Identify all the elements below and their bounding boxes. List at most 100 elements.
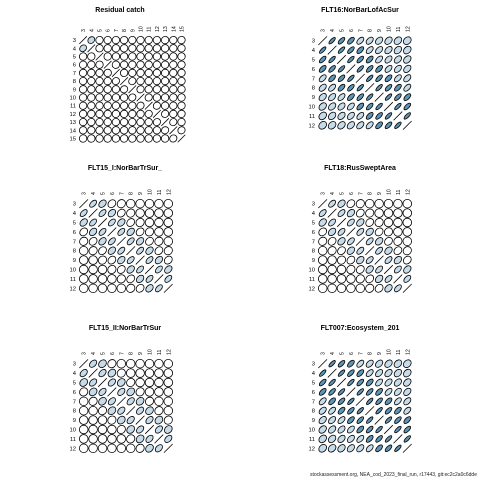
correlation-ellipse [154, 198, 164, 209]
row-label: 7 [312, 399, 315, 405]
diagonal-mark [383, 101, 394, 112]
correlation-ellipse [375, 46, 384, 55]
correlation-ellipse [337, 46, 346, 54]
correlation-ellipse [394, 406, 402, 415]
col-label: 9 [377, 352, 383, 355]
correlation-ellipse [97, 415, 108, 425]
correlation-ellipse [347, 83, 355, 92]
diagonal-mark [346, 387, 356, 397]
correlation-ellipse [128, 60, 137, 69]
panel-title: FLT15_I:NorBarTrSur_ [88, 165, 162, 172]
correlation-ellipse [364, 198, 375, 209]
correlation-ellipse [154, 396, 164, 407]
correlation-ellipse [328, 55, 336, 64]
footer-text: stockassessment.org, NEA_cod_2023_final_… [309, 472, 477, 478]
diagonal-mark [393, 274, 403, 284]
correlation-ellipse [152, 60, 162, 69]
col-label: 7 [119, 352, 125, 355]
correlation-ellipse [177, 35, 186, 45]
correlation-ellipse [346, 111, 355, 120]
col-label: 9 [138, 352, 144, 355]
correlation-ellipse [393, 217, 403, 228]
diagonal-mark [327, 45, 337, 55]
correlation-ellipse [135, 198, 145, 209]
correlation-ellipse [88, 227, 98, 237]
correlation-ellipse [88, 415, 98, 425]
correlation-ellipse [107, 406, 117, 415]
correlation-ellipse [374, 208, 384, 218]
diagonal-mark [383, 424, 394, 435]
correlation-ellipse [366, 93, 374, 101]
correlation-ellipse [136, 425, 145, 434]
col-label: 8 [122, 29, 128, 32]
correlation-ellipse [144, 44, 153, 53]
correlation-ellipse [144, 358, 155, 369]
row-label: 11 [309, 114, 315, 120]
correlation-ellipse [318, 74, 327, 83]
panel-title: FLT007:Ecosystem_201 [321, 325, 400, 332]
correlation-ellipse [356, 111, 365, 120]
correlation-ellipse [327, 444, 337, 453]
correlation-ellipse [163, 387, 174, 397]
row-label: 9 [312, 95, 315, 101]
correlation-ellipse [356, 378, 365, 387]
correlation-ellipse [136, 44, 145, 53]
correlation-ellipse [177, 85, 186, 94]
correlation-ellipse [365, 121, 374, 130]
correlation-ellipse [89, 359, 98, 368]
correlation-ellipse [152, 126, 162, 135]
row-label: 6 [312, 67, 315, 73]
correlation-ellipse [128, 52, 137, 61]
correlation-ellipse [317, 245, 328, 256]
diagonal-mark [374, 255, 384, 265]
correlation-ellipse [125, 198, 136, 209]
correlation-ellipse [346, 444, 355, 453]
correlation-ellipse [98, 397, 107, 406]
correlation-ellipse [136, 109, 145, 119]
correlation-ellipse [366, 416, 374, 424]
correlation-ellipse [126, 425, 135, 434]
correlation-ellipse [384, 74, 393, 83]
correlation-ellipse [164, 274, 173, 283]
correlation-ellipse [79, 209, 88, 218]
diagonal-mark [161, 118, 170, 127]
correlation-ellipse [95, 76, 104, 86]
correlation-ellipse [346, 274, 356, 284]
correlation-ellipse [88, 387, 98, 397]
correlation-ellipse [144, 52, 153, 61]
diagonal-mark [120, 77, 129, 86]
row-label: 8 [312, 249, 315, 255]
correlation-ellipse [328, 388, 336, 396]
correlation-ellipse [337, 74, 346, 83]
correlation-ellipse [128, 134, 137, 143]
correlation-ellipse [375, 84, 383, 92]
col-label: 4 [330, 192, 336, 195]
panel-title: FLT15_II:NorBarTrSur [89, 325, 161, 332]
correlation-ellipse [383, 198, 394, 209]
correlation-ellipse [88, 443, 98, 454]
correlation-ellipse [126, 283, 136, 293]
correlation-ellipse [347, 359, 355, 368]
correlation-ellipse [144, 35, 153, 45]
correlation-ellipse [403, 416, 412, 424]
correlation-ellipse [78, 443, 89, 454]
correlation-ellipse [163, 227, 174, 237]
correlation-ellipse [135, 443, 145, 453]
correlation-ellipse [384, 274, 393, 283]
correlation-ellipse [87, 117, 96, 127]
correlation-ellipse [152, 68, 162, 78]
diagonal-mark [97, 377, 108, 388]
correlation-ellipse [384, 416, 393, 424]
correlation-ellipse [89, 378, 98, 387]
correlation-ellipse [356, 46, 365, 54]
correlation-ellipse [103, 101, 112, 110]
col-label: 11 [157, 350, 163, 355]
correlation-ellipse [128, 77, 137, 86]
correlation-ellipse [88, 264, 98, 275]
correlation-ellipse [375, 425, 383, 434]
panel-title: FLT18:RusSweptArea [324, 165, 396, 172]
correlation-ellipse [327, 264, 337, 275]
correlation-ellipse [145, 444, 154, 453]
correlation-ellipse [95, 109, 104, 119]
correlation-ellipse [327, 121, 337, 130]
